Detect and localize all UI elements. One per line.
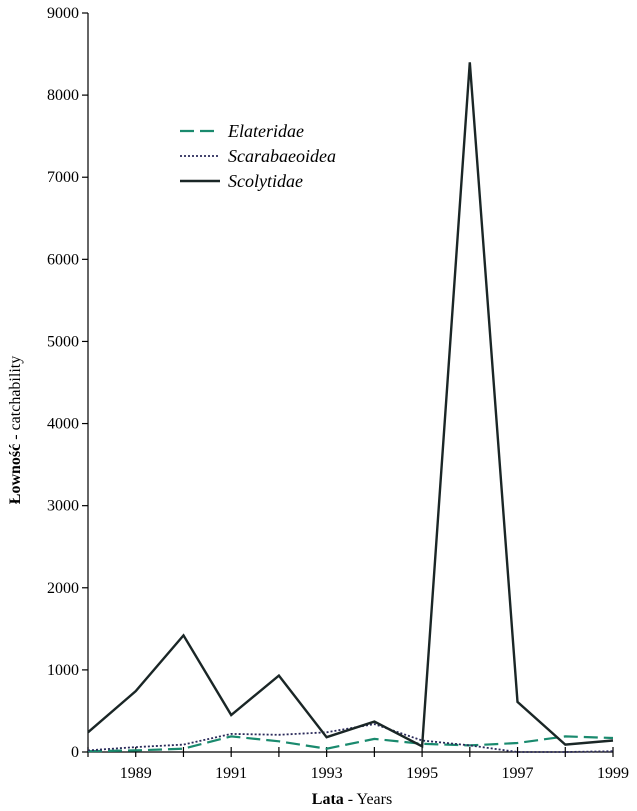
y-tick-label: 5000: [47, 333, 79, 350]
y-ticks: 0 1000 2000 3000 4000 5000 6000 7000 8000 9000: [47, 5, 88, 761]
legend-label-scolytidae: Scolytidae: [228, 171, 303, 191]
legend: Elateridae Scarabaeoidea Scolytidae: [180, 121, 336, 191]
series-line-scolytidae: [87, 62, 614, 749]
x-axis-title-bold: Lata: [312, 791, 344, 808]
y-tick-label: 7000: [47, 169, 79, 186]
y-axis-title-bold: Łowność: [7, 444, 24, 504]
y-axis-title: Łowność - catchability: [7, 356, 24, 504]
legend-label-elateridae: Elateridae: [227, 121, 304, 141]
y-tick-label: 4000: [47, 416, 79, 433]
y-tick-label: 8000: [47, 87, 79, 104]
y-tick-label: 2000: [47, 580, 79, 597]
x-tick-label: 1989: [120, 765, 152, 782]
y-tick-label: 6000: [47, 251, 79, 268]
x-tick-label: 1991: [215, 765, 247, 782]
x-ticks: 1989 1991 1993 1995 1997 1999: [87, 747, 629, 782]
series-lines: [87, 62, 614, 753]
y-tick-label: 0: [71, 744, 79, 761]
series-line-elateridae: [87, 735, 614, 753]
y-tick-label: 1000: [47, 662, 79, 679]
legend-label-scarabaeoidea: Scarabaeoidea: [228, 146, 336, 166]
x-tick-label: 1995: [406, 765, 438, 782]
x-tick-label: 1997: [502, 765, 534, 782]
axes: [87, 13, 613, 753]
x-tick-label: 1999: [597, 765, 629, 782]
y-tick-label: 9000: [47, 5, 79, 22]
y-axis-title-rest: - catchability: [7, 356, 24, 444]
y-tick-label: 3000: [47, 498, 79, 515]
x-tick-label: 1993: [311, 765, 343, 782]
x-axis-title: Lata - Years: [312, 791, 392, 808]
x-axis-title-rest: - Years: [344, 791, 392, 808]
